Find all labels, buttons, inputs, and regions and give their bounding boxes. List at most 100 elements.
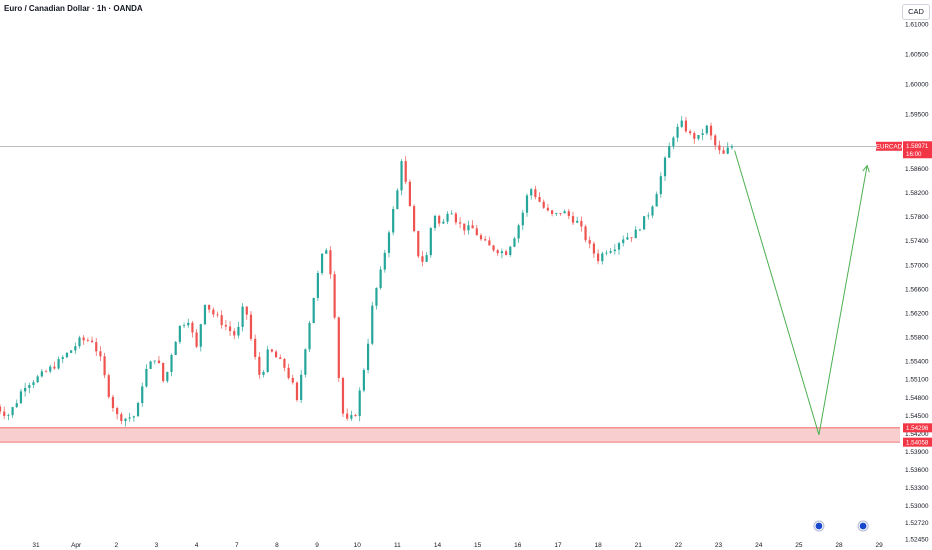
time-tick-label: 18 (594, 542, 602, 549)
candle-body (709, 125, 713, 136)
candle-body (634, 229, 637, 239)
candle-body (680, 120, 683, 127)
candle-body (588, 240, 591, 244)
candle-body (44, 371, 48, 373)
price-tick-label: 1.58600 (905, 166, 929, 173)
candle-body (584, 226, 587, 241)
candle-body (571, 216, 575, 223)
candle-body (178, 325, 181, 342)
price-tick-label: 1.54500 (905, 413, 929, 420)
candle-body (237, 326, 240, 336)
candle-body (517, 225, 520, 239)
candle-body (463, 223, 466, 231)
price-tick-label: 1.57400 (905, 238, 929, 245)
candle-body (659, 176, 662, 195)
candle-body (396, 190, 399, 210)
candle-body (576, 220, 579, 223)
candle-body (0, 406, 2, 412)
candle-body (638, 229, 642, 231)
candle-body (412, 206, 416, 232)
last-price-label: 1.58971 (906, 143, 929, 150)
candle-body (241, 306, 244, 327)
candle-body (605, 252, 608, 254)
time-tick-label: 23 (715, 542, 723, 549)
candle-body (438, 215, 441, 224)
currency-button[interactable]: CAD (902, 4, 930, 20)
time-tick-label: 3 (155, 542, 159, 549)
candle-body (362, 369, 365, 391)
candle-body (149, 361, 152, 369)
price-tick-label: 1.61000 (905, 21, 929, 28)
candle-body (730, 146, 734, 148)
candle-body (354, 415, 357, 417)
candle-body (82, 337, 85, 341)
candle-body (697, 134, 700, 139)
candle-body (170, 355, 173, 372)
candle-body (693, 133, 696, 139)
price-tick-label: 1.54800 (905, 395, 929, 402)
candle-body (53, 366, 56, 369)
candle-body (208, 304, 211, 310)
time-tick-label: 16 (514, 542, 522, 549)
projection-path (734, 150, 868, 435)
price-tick-label: 1.57000 (905, 262, 929, 269)
candle-body (672, 137, 675, 147)
candle-body (61, 357, 64, 360)
candle-body (95, 342, 98, 352)
time-axis[interactable]: 31 Apr 2 3 4 7 8 9 10 11 14 15 16 17 18 21 22 23 24 25 28 29 (0, 539, 900, 550)
candle-body (613, 249, 616, 252)
time-tick-label: 10 (354, 542, 362, 549)
candle-body (446, 213, 449, 222)
candle-body (295, 382, 299, 400)
candle-body (454, 213, 458, 223)
candle-body (509, 246, 512, 255)
candle-body (312, 297, 315, 323)
candle-body (74, 346, 77, 351)
candle-body (258, 356, 261, 375)
support-zone (0, 427, 900, 443)
candle-body (174, 341, 177, 356)
candle-body (300, 374, 303, 400)
candle-body (479, 235, 483, 240)
candle-body (195, 332, 198, 347)
zone-bottom-label: 1.54058 (906, 439, 929, 446)
candle-body (655, 194, 658, 207)
candle-body (212, 309, 215, 315)
price-tick-label: 1.53900 (905, 449, 929, 456)
candle-body (279, 357, 282, 359)
candle-body (609, 251, 612, 253)
candle-body (705, 125, 708, 134)
candle-body (32, 382, 35, 386)
candle-body (689, 131, 692, 134)
projection-arrowhead (862, 164, 870, 173)
candle-body (145, 368, 148, 387)
candle-body (40, 371, 43, 377)
candle-body (3, 411, 6, 416)
candle-body (262, 371, 265, 375)
candle-body (11, 407, 14, 416)
event-marker-icon[interactable] (813, 520, 825, 532)
event-marker-icon[interactable] (857, 520, 869, 532)
price-axis[interactable]: 1.61000 1.60500 1.60000 1.59500 1.58600 1.582… (900, 0, 932, 550)
candle-body (182, 325, 186, 327)
price-tick-label: 1.53600 (905, 467, 929, 474)
candle-body (496, 250, 499, 254)
countdown-label: 16:00 (906, 151, 922, 158)
candle-body (24, 387, 27, 392)
candle-body (488, 240, 491, 246)
candle-body (266, 349, 269, 372)
candle-body (162, 362, 165, 382)
candle-body (245, 306, 248, 315)
candle-body (668, 146, 671, 158)
candle-body (325, 250, 328, 254)
price-tick-label: 1.56600 (905, 286, 929, 293)
candle-body (86, 340, 89, 342)
price-tick-label: 1.55400 (905, 359, 929, 366)
candle-body (375, 287, 378, 306)
candle-body (521, 212, 524, 226)
price-tick-label: 1.55100 (905, 377, 929, 384)
candle-body (383, 252, 386, 270)
candle-body (337, 317, 340, 379)
candle-body (484, 239, 487, 241)
